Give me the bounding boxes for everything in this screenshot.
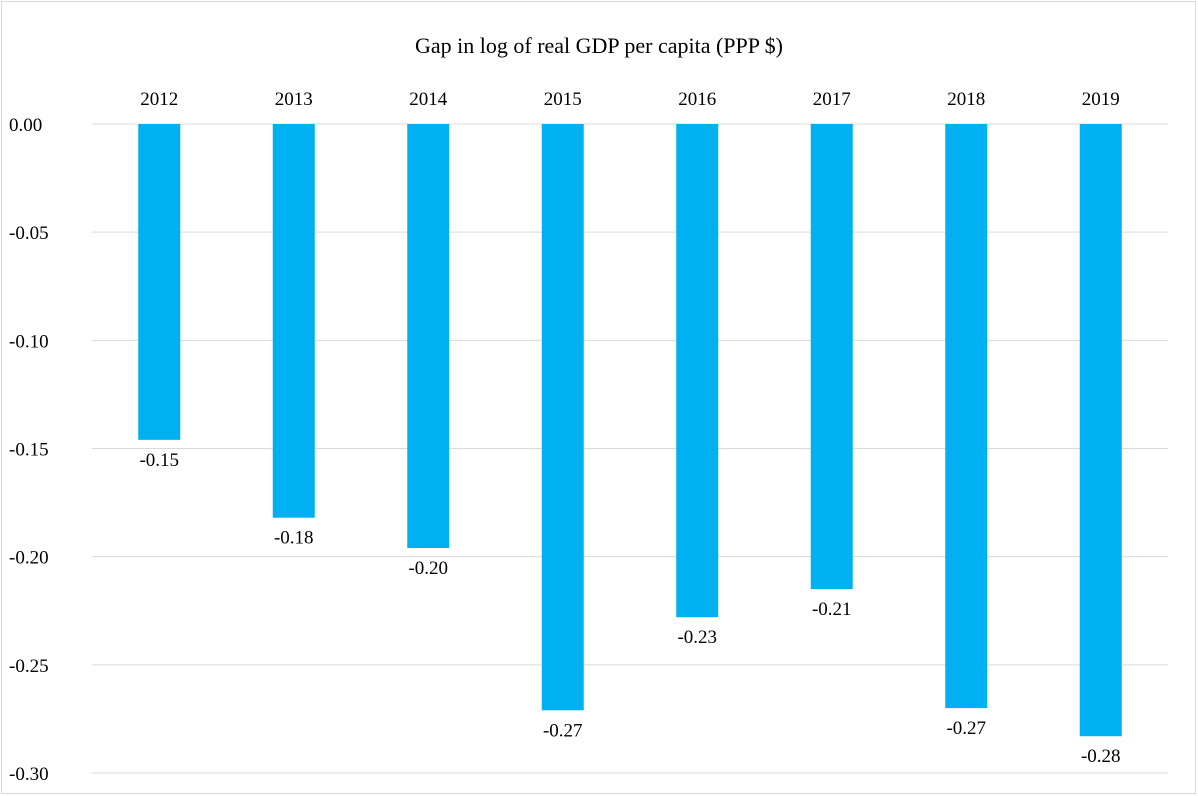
bars (138, 124, 1122, 737)
category-label: 2018 (947, 89, 985, 110)
bar (810, 124, 853, 590)
data-labels: -0.15 -0.18 -0.20 -0.27 -0.23 -0.21 -0.27 -0.28 (139, 450, 1120, 767)
bar (272, 124, 315, 518)
y-tick-label: -0.25 (9, 656, 49, 677)
data-label: -0.21 (812, 599, 852, 620)
data-label: -0.15 (139, 450, 179, 471)
y-tick-label: -0.15 (9, 440, 49, 461)
bar (945, 124, 988, 709)
category-label: 2017 (813, 89, 851, 110)
bar (138, 124, 181, 440)
data-label: -0.27 (946, 718, 986, 739)
y-tick-label: -0.05 (9, 223, 49, 244)
data-label: -0.20 (408, 558, 448, 579)
bar (407, 124, 450, 549)
category-label: 2016 (678, 89, 716, 110)
y-tick-label: 0.00 (9, 115, 42, 136)
category-label: 2012 (140, 89, 178, 110)
category-axis-labels: 2012 2013 2014 2015 2016 2017 2018 2019 (140, 89, 1120, 110)
bar (676, 124, 719, 618)
chart-title: Gap in log of real GDP per capita (PPP $… (415, 33, 783, 58)
y-tick-label: -0.20 (9, 548, 49, 569)
category-label: 2013 (275, 89, 313, 110)
category-label: 2019 (1082, 89, 1120, 110)
y-tick-label: -0.30 (9, 764, 49, 785)
data-label: -0.18 (274, 528, 314, 549)
gridlines (92, 123, 1168, 774)
data-label: -0.28 (1081, 746, 1121, 767)
y-axis-tick-labels: 0.00 -0.05 -0.10 -0.15 -0.20 -0.25 -0.30 (9, 115, 49, 785)
bar (541, 124, 584, 711)
data-label: -0.23 (677, 627, 717, 648)
data-label: -0.27 (543, 720, 583, 741)
y-tick-label: -0.10 (9, 331, 49, 352)
category-label: 2014 (409, 89, 448, 110)
category-label: 2015 (544, 89, 582, 110)
bar (1079, 124, 1122, 737)
